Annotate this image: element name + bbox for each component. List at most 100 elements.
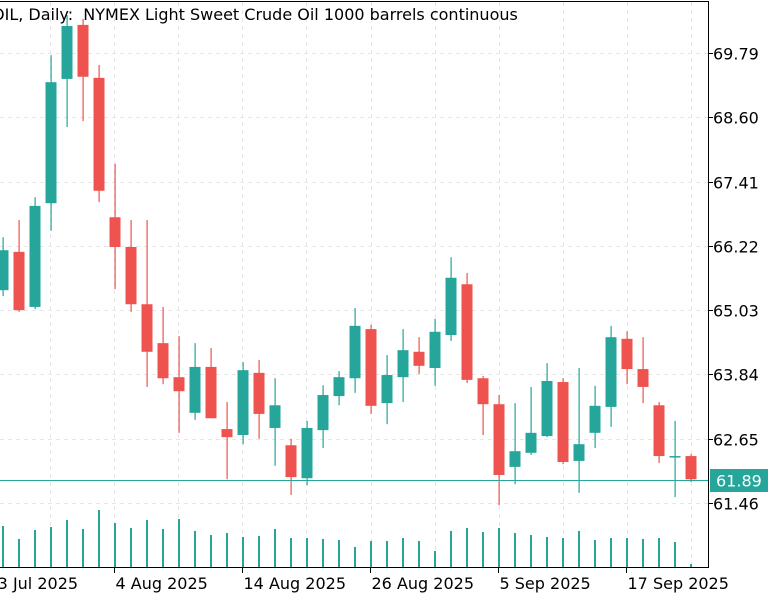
candle-body-bearish bbox=[285, 445, 297, 478]
candle-body-bullish bbox=[333, 377, 345, 397]
candle bbox=[0, 237, 9, 297]
last-price-value: 61.89 bbox=[716, 472, 762, 491]
candle-body-bearish bbox=[461, 284, 473, 380]
volume-bar bbox=[34, 530, 36, 567]
time-tick-label: 23 Jul 2025 bbox=[0, 574, 78, 593]
candle bbox=[269, 378, 281, 466]
candle-body-bullish bbox=[45, 82, 57, 204]
candle-body-bullish bbox=[29, 205, 41, 307]
candle bbox=[13, 219, 25, 312]
volume-bar bbox=[146, 520, 148, 567]
candle-body-bullish bbox=[237, 370, 249, 435]
time-tick-label: 17 Sep 2025 bbox=[628, 574, 729, 593]
volume-bar bbox=[482, 532, 484, 567]
grid bbox=[0, 2, 708, 567]
volume-bar bbox=[658, 538, 660, 567]
candle-body-bullish bbox=[0, 250, 9, 291]
volume-bar bbox=[290, 538, 292, 567]
candle-body-bullish bbox=[381, 375, 393, 404]
candle-body-bearish bbox=[685, 456, 697, 480]
volume-bar bbox=[594, 540, 596, 567]
candle bbox=[189, 343, 201, 420]
volume-bar bbox=[178, 519, 180, 567]
volume-bar bbox=[194, 531, 196, 567]
time-axis: 23 Jul 2025 4 Aug 2025 14 Aug 2025 26 Aug 2… bbox=[0, 567, 729, 593]
volume-bar bbox=[674, 542, 676, 567]
candle-wick bbox=[482, 376, 484, 435]
candle bbox=[109, 163, 121, 290]
candle bbox=[205, 348, 217, 419]
volume-bar bbox=[242, 537, 244, 567]
candle-body-bearish bbox=[621, 338, 633, 370]
volume-bar bbox=[162, 529, 164, 567]
candle-body-bearish bbox=[173, 377, 185, 392]
candle-body-bullish bbox=[509, 451, 521, 467]
chart-title: OIL, Daily: NYMEX Light Sweet Crude Oil … bbox=[0, 5, 518, 24]
candle bbox=[589, 385, 601, 448]
candle bbox=[157, 306, 169, 385]
candle-body-bullish bbox=[445, 277, 457, 336]
candle bbox=[525, 386, 537, 455]
last-price-label: 61.89 bbox=[710, 469, 768, 492]
candle bbox=[77, 18, 89, 122]
price-axis: 69.79 68.60 67.41 66.22 65.03 63.84 62.65 61.46 bbox=[708, 45, 759, 514]
volume-bar bbox=[306, 538, 308, 567]
volume-bar bbox=[386, 541, 388, 567]
candle bbox=[141, 219, 153, 387]
candle bbox=[29, 197, 41, 310]
candle bbox=[541, 363, 553, 438]
candle-wick bbox=[146, 219, 148, 387]
candle-body-bearish bbox=[413, 351, 425, 366]
candle bbox=[381, 355, 393, 425]
candle bbox=[477, 376, 489, 435]
price-tick-label: 65.03 bbox=[713, 302, 759, 321]
candle-body-bullish bbox=[589, 405, 601, 433]
price-tick-label: 62.65 bbox=[713, 431, 759, 450]
volume-bar bbox=[370, 541, 372, 567]
price-tick-label: 69.79 bbox=[713, 45, 759, 64]
volume-bars bbox=[2, 510, 692, 567]
candle-body-bearish bbox=[557, 382, 569, 463]
candle bbox=[685, 453, 697, 482]
candle-body-bearish bbox=[125, 246, 137, 305]
candle-body-bullish bbox=[269, 405, 281, 428]
volume-bar bbox=[274, 529, 276, 567]
candle bbox=[573, 367, 585, 493]
candle-wick bbox=[514, 403, 516, 485]
candle-wick bbox=[674, 420, 676, 498]
volume-bar bbox=[226, 533, 228, 567]
candle-body-bearish bbox=[205, 366, 217, 419]
candle bbox=[397, 329, 409, 403]
candle-body-bearish bbox=[653, 405, 665, 457]
volume-bar bbox=[130, 528, 132, 567]
candle bbox=[669, 420, 681, 498]
volume-bar bbox=[450, 531, 452, 567]
candle-body-bullish bbox=[525, 432, 537, 453]
price-tick-label: 67.41 bbox=[713, 174, 759, 193]
candle-body-bearish bbox=[141, 304, 153, 352]
volume-bar bbox=[610, 538, 612, 567]
time-tick-label: 4 Aug 2025 bbox=[116, 574, 208, 593]
volume-bar bbox=[578, 531, 580, 567]
volume-bar bbox=[530, 535, 532, 567]
candle bbox=[333, 371, 345, 406]
candle bbox=[605, 325, 617, 427]
volume-bar bbox=[498, 528, 500, 567]
candle bbox=[653, 402, 665, 464]
candle-body-bullish bbox=[573, 444, 585, 461]
candle-wick bbox=[226, 402, 228, 480]
candle-body-bullish bbox=[301, 427, 313, 479]
price-tick-label: 63.84 bbox=[713, 366, 759, 385]
volume-bar bbox=[402, 538, 404, 567]
candle bbox=[125, 219, 137, 312]
time-tick-label: 26 Aug 2025 bbox=[372, 574, 475, 593]
candle-body-bullish bbox=[349, 325, 361, 379]
volume-bar bbox=[466, 528, 468, 567]
last-price-badge bbox=[710, 469, 768, 492]
volume-bar bbox=[642, 539, 644, 567]
candle bbox=[285, 438, 297, 495]
candle bbox=[221, 402, 233, 480]
candle bbox=[493, 395, 505, 506]
time-tick-label: 5 Sep 2025 bbox=[500, 574, 591, 593]
